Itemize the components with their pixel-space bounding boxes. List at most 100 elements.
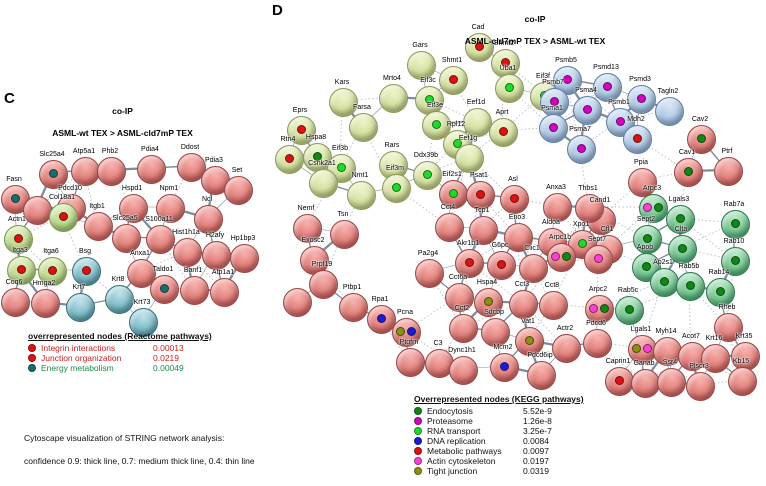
network-node: [630, 368, 660, 398]
network-node: [149, 274, 179, 304]
legend-dot: [414, 447, 422, 455]
node-label: Psmb5: [555, 56, 577, 64]
node-label: Tcp1: [474, 206, 490, 214]
legend-item: Proteasome 1.26e-8: [414, 416, 584, 426]
network-node: [223, 175, 253, 205]
node-label: Thbs1: [578, 184, 598, 192]
node-label: Hp1bp3: [230, 234, 256, 242]
pathway-dot: [391, 183, 401, 192]
pathway-dot: [642, 234, 652, 243]
network-node: [308, 168, 338, 198]
node-label: Csnk2a1: [308, 159, 336, 167]
node-label: Rpl12: [446, 120, 466, 128]
network-node: [136, 154, 166, 184]
pathway-dot: [593, 254, 603, 263]
pathway-dot: [524, 336, 534, 345]
node-label: Lgals3: [668, 195, 690, 203]
pathway-dot: [643, 203, 652, 212]
node-label: Rab5b: [678, 262, 700, 270]
node-label: Clta: [674, 225, 688, 233]
node-label: Cav1: [678, 148, 696, 156]
legend-pvalue: 0.0097: [523, 446, 549, 456]
network-node: [444, 282, 474, 312]
kegg-legend-header: Overrepresented nodes (KEGG pathways): [414, 394, 584, 404]
node-label: Cct3: [514, 280, 530, 288]
network-node: [665, 204, 695, 234]
node-label: Coq6: [5, 278, 23, 286]
node-label: Itgb1: [89, 202, 105, 210]
node-label: Dync1h1: [448, 346, 476, 354]
network-node: [538, 290, 568, 320]
legend-pvalue: 0.00049: [153, 363, 184, 373]
network-node: [626, 84, 656, 114]
network-node: [438, 179, 468, 209]
network-node: [128, 307, 158, 337]
network-node: [274, 144, 304, 174]
node-label: Col18a1: [48, 193, 76, 201]
legend-dot: [28, 364, 36, 372]
network-node: [465, 180, 495, 210]
node-label: Set: [231, 166, 243, 174]
node-label: Arpc1b: [548, 233, 572, 241]
pathway-dot: [615, 117, 625, 126]
network-node: [584, 294, 614, 324]
node-label: H2afy: [205, 231, 225, 239]
node-label: Sept7: [587, 235, 607, 243]
pathway-dot: [549, 97, 559, 106]
node-label: Acot7: [682, 332, 700, 340]
legend-pvalue: 3.25e-7: [523, 426, 552, 436]
pathway-dot: [13, 234, 23, 243]
node-label: Pcna: [397, 308, 413, 316]
pathway-dot: [504, 83, 514, 92]
network-node: [172, 237, 202, 267]
node-label: Psma4: [575, 86, 597, 94]
pathway-dot: [422, 170, 432, 179]
pathway-dot: [376, 314, 386, 323]
node-label: Cav2: [691, 115, 709, 123]
node-label: Cct4: [440, 203, 456, 211]
node-label: Shmt1: [441, 56, 463, 64]
pathway-dot: [474, 42, 484, 51]
network-node: [104, 284, 134, 314]
network-node: [406, 50, 436, 80]
node-label: Bsg: [78, 247, 92, 255]
network-node: [720, 209, 750, 239]
legend-item: RNA transport 3.25e-7: [414, 426, 584, 436]
node-label: Apob: [636, 243, 654, 251]
network-node: [414, 258, 444, 288]
node-label: Tagln2: [657, 87, 679, 95]
network-node: [201, 240, 231, 270]
node-label: Eif3m: [386, 164, 404, 172]
network-node: [329, 219, 359, 249]
node-label: Cct2: [454, 304, 470, 312]
network-node: [30, 288, 60, 318]
network-node: [448, 313, 478, 343]
network-node: [546, 242, 576, 272]
network-node: [604, 366, 634, 396]
network-node: [414, 85, 444, 115]
node-label: Vat1: [521, 317, 535, 325]
network-node: [454, 248, 484, 278]
node-label: Mrto4: [383, 74, 401, 82]
panel-d-letter: D: [272, 2, 283, 19]
network-node: [282, 287, 312, 317]
pathway-dot: [730, 256, 740, 265]
node-label: Phb2: [101, 147, 119, 155]
legend-item: DNA replication 0.0084: [414, 436, 584, 446]
network-node: [381, 173, 411, 203]
network-node: [412, 160, 442, 190]
network-node: [70, 156, 100, 186]
legend-pvalue: 1.26e-8: [523, 416, 552, 426]
node-label: Psma7: [569, 125, 591, 133]
network-node: [614, 295, 644, 325]
node-label: Rpa1: [371, 295, 389, 303]
network-node: [366, 304, 396, 334]
pathway-dot: [715, 287, 725, 296]
pathway-dot: [16, 265, 26, 274]
node-label: Fasn: [6, 175, 22, 183]
legend-dot: [414, 457, 422, 465]
node-label: Krt16: [705, 334, 723, 342]
node-label: Xpo1: [572, 220, 590, 228]
pathway-dot: [431, 120, 441, 129]
node-label: Ncl: [201, 195, 213, 203]
